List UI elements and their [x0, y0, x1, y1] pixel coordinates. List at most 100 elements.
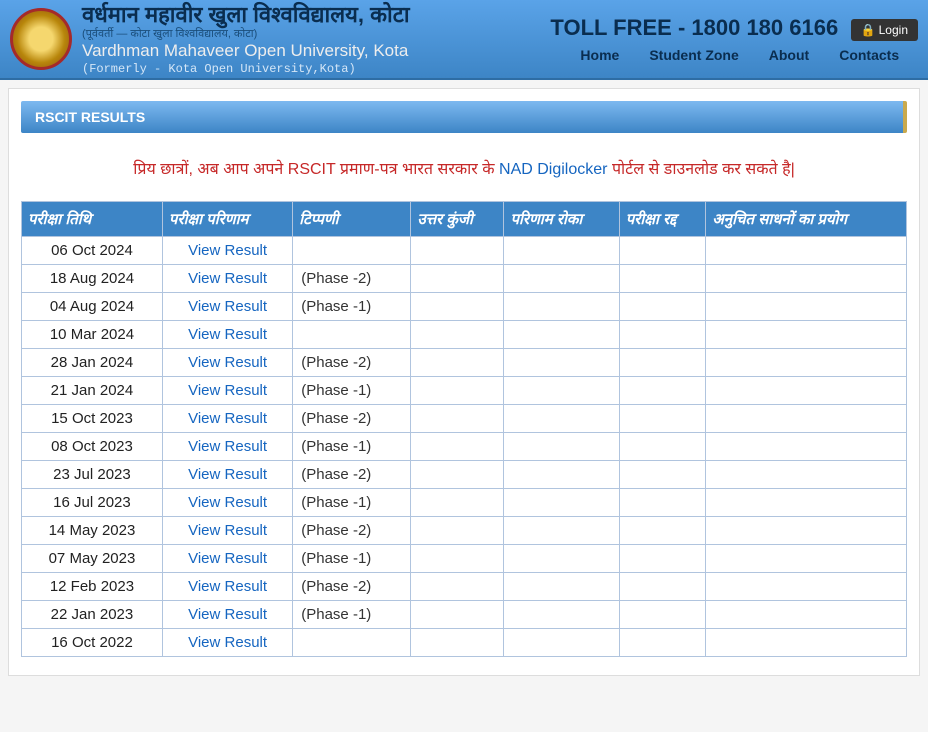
result-link-cell: View Result	[162, 321, 292, 349]
view-result-link[interactable]: View Result	[188, 326, 267, 343]
exam-date-cell: 06 Oct 2024	[22, 237, 163, 265]
empty-cell	[619, 489, 706, 517]
table-row: 14 May 2023 View Result (Phase -2)	[22, 517, 907, 545]
view-result-link[interactable]: View Result	[188, 354, 267, 371]
result-link-cell: View Result	[162, 545, 292, 573]
result-link-cell: View Result	[162, 517, 292, 545]
nav-contacts[interactable]: Contacts	[839, 47, 899, 63]
section-title: RSCIT RESULTS	[21, 101, 907, 133]
remark-cell: (Phase -1)	[293, 377, 411, 405]
empty-cell	[619, 405, 706, 433]
table-header-cell: परीक्षा रद्द	[619, 202, 706, 237]
result-link-cell: View Result	[162, 265, 292, 293]
main-nav: Home Student Zone About Contacts	[550, 47, 918, 63]
empty-cell	[504, 265, 619, 293]
empty-cell	[619, 517, 706, 545]
exam-date-cell: 12 Feb 2023	[22, 573, 163, 601]
empty-cell	[706, 293, 907, 321]
exam-date-cell: 16 Oct 2022	[22, 629, 163, 657]
result-link-cell: View Result	[162, 349, 292, 377]
notice-prefix: प्रिय छात्रों, अब आप अपने RSCIT प्रमाण-प…	[133, 161, 499, 178]
empty-cell	[619, 461, 706, 489]
remark-cell: (Phase -2)	[293, 517, 411, 545]
view-result-link[interactable]: View Result	[188, 494, 267, 511]
login-button[interactable]: 🔒Login	[851, 19, 918, 41]
empty-cell	[706, 377, 907, 405]
empty-cell	[411, 461, 504, 489]
view-result-link[interactable]: View Result	[188, 550, 267, 567]
exam-date-cell: 28 Jan 2024	[22, 349, 163, 377]
empty-cell	[411, 293, 504, 321]
view-result-link[interactable]: View Result	[188, 242, 267, 259]
empty-cell	[411, 321, 504, 349]
remark-cell	[293, 237, 411, 265]
view-result-link[interactable]: View Result	[188, 382, 267, 399]
empty-cell	[504, 545, 619, 573]
empty-cell	[411, 433, 504, 461]
exam-date-cell: 04 Aug 2024	[22, 293, 163, 321]
remark-cell	[293, 629, 411, 657]
result-link-cell: View Result	[162, 573, 292, 601]
empty-cell	[504, 405, 619, 433]
remark-cell: (Phase -1)	[293, 293, 411, 321]
empty-cell	[706, 629, 907, 657]
table-row: 28 Jan 2024View Result(Phase -2)	[22, 349, 907, 377]
nav-student-zone[interactable]: Student Zone	[649, 47, 738, 63]
table-row: 06 Oct 2024 View Result	[22, 237, 907, 265]
exam-date-cell: 21 Jan 2024	[22, 377, 163, 405]
table-row: 16 Jul 2023 View Result (Phase -1)	[22, 489, 907, 517]
exam-date-cell: 16 Jul 2023	[22, 489, 163, 517]
empty-cell	[619, 293, 706, 321]
nav-home[interactable]: Home	[580, 47, 619, 63]
empty-cell	[619, 265, 706, 293]
empty-cell	[504, 517, 619, 545]
subtitle-hindi: (पूर्ववर्ती — कोटा खुला विश्वविद्यालय, क…	[82, 28, 410, 41]
view-result-link[interactable]: View Result	[188, 438, 267, 455]
subtitle-english: (Formerly - Kota Open University,Kota)	[82, 62, 410, 76]
title-block: वर्धमान महावीर खुला विश्वविद्यालय, कोटा …	[82, 2, 410, 76]
empty-cell	[411, 349, 504, 377]
table-row: 12 Feb 2023View Result(Phase -2)	[22, 573, 907, 601]
table-row: 23 Jul 2023View Result(Phase -2)	[22, 461, 907, 489]
notice-text: प्रिय छात्रों, अब आप अपने RSCIT प्रमाण-प…	[21, 157, 907, 179]
empty-cell	[619, 321, 706, 349]
view-result-link[interactable]: View Result	[188, 578, 267, 595]
view-result-link[interactable]: View Result	[188, 522, 267, 539]
result-link-cell: View Result	[162, 293, 292, 321]
nav-about[interactable]: About	[769, 47, 809, 63]
remark-cell: (Phase -2)	[293, 405, 411, 433]
results-table: परीक्षा तिथिपरीक्षा परिणामटिप्पणीउत्तर क…	[21, 201, 907, 657]
empty-cell	[411, 573, 504, 601]
remark-cell: (Phase -1)	[293, 601, 411, 629]
view-result-link[interactable]: View Result	[188, 410, 267, 427]
header-right: TOLL FREE - 1800 180 6166 🔒Login Home St…	[550, 15, 918, 64]
empty-cell	[619, 545, 706, 573]
university-logo	[10, 8, 72, 70]
result-link-cell: View Result	[162, 433, 292, 461]
view-result-link[interactable]: View Result	[188, 466, 267, 483]
empty-cell	[619, 377, 706, 405]
remark-cell	[293, 321, 411, 349]
empty-cell	[504, 377, 619, 405]
table-row: 16 Oct 2022 View Result	[22, 629, 907, 657]
toll-free-label: TOLL FREE - 1800 180 6166	[550, 15, 838, 40]
exam-date-cell: 10 Mar 2024	[22, 321, 163, 349]
view-result-link[interactable]: View Result	[188, 298, 267, 315]
digilocker-link[interactable]: NAD Digilocker	[499, 161, 607, 178]
remark-cell: (Phase -1)	[293, 489, 411, 517]
empty-cell	[411, 489, 504, 517]
table-row: 07 May 2023View Result(Phase -1)	[22, 545, 907, 573]
exam-date-cell: 14 May 2023	[22, 517, 163, 545]
lock-icon: 🔒	[861, 23, 876, 37]
empty-cell	[411, 377, 504, 405]
table-row: 04 Aug 2024 View Result (Phase -1)	[22, 293, 907, 321]
view-result-link[interactable]: View Result	[188, 606, 267, 623]
table-header-cell: परीक्षा परिणाम	[162, 202, 292, 237]
result-link-cell: View Result	[162, 489, 292, 517]
view-result-link[interactable]: View Result	[188, 634, 267, 651]
empty-cell	[706, 237, 907, 265]
view-result-link[interactable]: View Result	[188, 270, 267, 287]
exam-date-cell: 22 Jan 2023	[22, 601, 163, 629]
empty-cell	[619, 237, 706, 265]
remark-cell: (Phase -2)	[293, 265, 411, 293]
